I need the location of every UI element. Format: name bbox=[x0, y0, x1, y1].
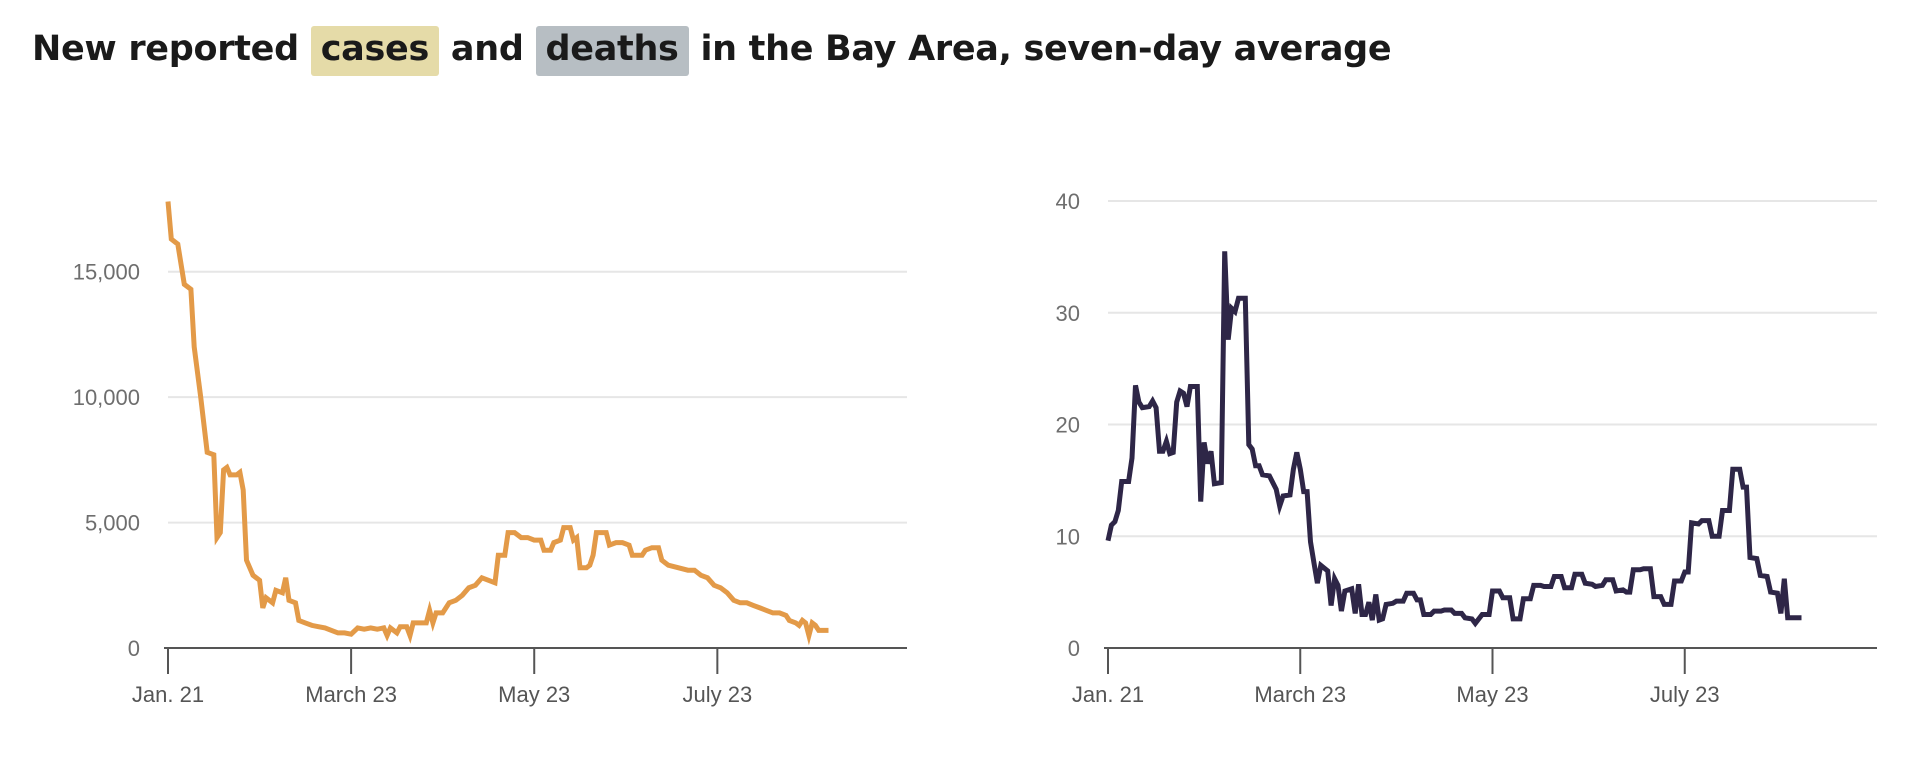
y-tick-label-cases: 5,000 bbox=[85, 511, 140, 536]
x-tick-label-deaths: March 23 bbox=[1254, 682, 1346, 707]
y-tick-label-cases: 15,000 bbox=[73, 260, 140, 285]
y-tick-label-deaths: 20 bbox=[1056, 413, 1080, 438]
y-tick-label-deaths: 40 bbox=[1056, 189, 1080, 214]
headline-text-end: in the Bay Area, seven-day average bbox=[700, 29, 1392, 69]
x-tick-label-cases: May 23 bbox=[498, 682, 570, 707]
x-tick-label-cases: March 23 bbox=[305, 682, 397, 707]
x-tick-label-deaths: July 23 bbox=[1650, 682, 1720, 707]
chart-headline: New reported cases and deaths in the Bay… bbox=[32, 26, 1392, 76]
cases-highlight: cases bbox=[310, 26, 440, 76]
headline-text-and: and bbox=[450, 29, 524, 69]
y-tick-label-deaths: 0 bbox=[1068, 636, 1080, 661]
x-tick-label-deaths: May 23 bbox=[1456, 682, 1528, 707]
x-tick-label-deaths: Jan. 21 bbox=[1072, 682, 1144, 707]
y-tick-label-deaths: 10 bbox=[1056, 524, 1080, 549]
x-tick-label-cases: Jan. 21 bbox=[132, 682, 204, 707]
x-tick-label-cases: July 23 bbox=[682, 682, 752, 707]
deaths-highlight: deaths bbox=[535, 26, 689, 76]
cases-chart: 0 5,000 10,000 15,000 Jan. 21 March 23 May 23 J… bbox=[73, 201, 907, 707]
y-tick-label-cases: 10,000 bbox=[73, 385, 140, 410]
y-tick-label-cases: 0 bbox=[128, 636, 140, 661]
cases-series-line bbox=[165, 201, 829, 646]
y-tick-label-deaths: 30 bbox=[1056, 301, 1080, 326]
deaths-series-line bbox=[1105, 251, 1802, 628]
headline-text-start: New reported bbox=[32, 29, 299, 69]
